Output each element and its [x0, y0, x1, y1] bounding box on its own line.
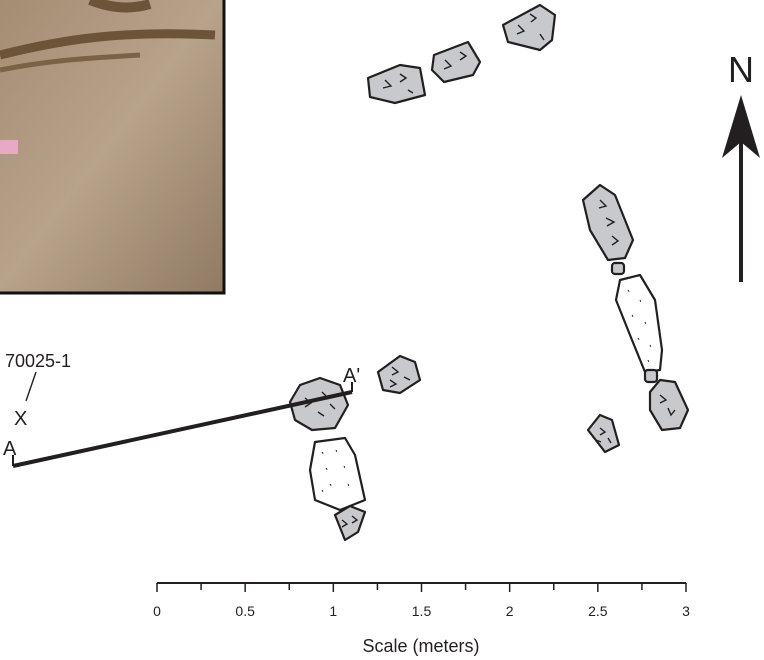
- scale-tick-label: 0.5: [235, 603, 255, 619]
- photo-inset: [0, 0, 224, 293]
- scale-tick-label: 2: [506, 603, 514, 619]
- site-plan: A A' 70025-1 X N Scale (meters) 0 0.5 1 1.5…: [0, 0, 764, 660]
- datum-marker: X: [14, 408, 27, 430]
- datum: 70025-1 X: [5, 351, 71, 430]
- profile-start-label: A: [3, 438, 17, 460]
- north-label: N: [728, 49, 754, 90]
- features: [290, 5, 688, 540]
- scale-tick-label: 1: [329, 603, 337, 619]
- scale-tick-label: 1.5: [412, 603, 432, 619]
- scale-tick-label: 3: [682, 603, 690, 619]
- scale-title: Scale (meters): [362, 636, 479, 656]
- north-arrow: N: [722, 49, 760, 282]
- profile-end-label: A': [343, 365, 360, 387]
- scale-bar: Scale (meters) 0 0.5 1 1.5 2 2.5 3: [153, 583, 690, 656]
- scale-tick-label: 0: [153, 603, 161, 619]
- datum-label: 70025-1: [5, 351, 71, 371]
- scale-tick-label: 2.5: [588, 603, 608, 619]
